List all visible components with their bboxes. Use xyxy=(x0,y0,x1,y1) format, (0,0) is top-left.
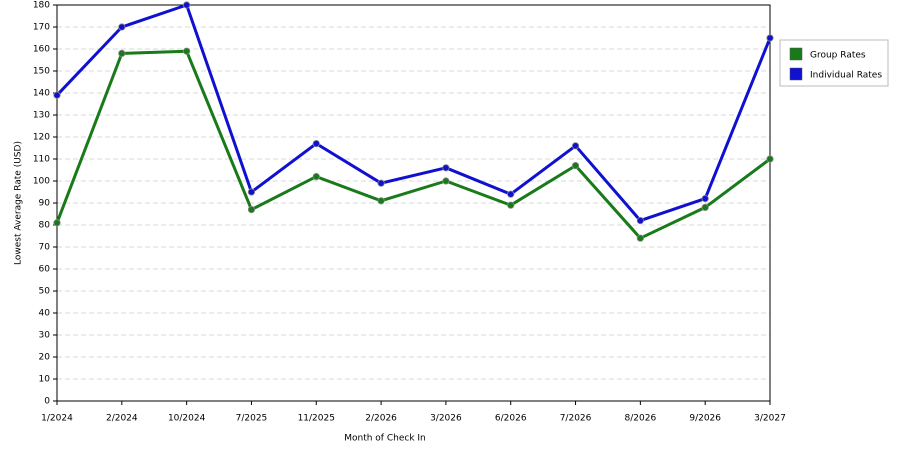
y-tick-label: 40 xyxy=(39,309,51,319)
point xyxy=(53,91,61,99)
x-tick-label: 7/2026 xyxy=(560,414,592,424)
point xyxy=(701,195,709,203)
y-tick-label: 160 xyxy=(33,45,50,55)
x-tick-label: 10/2024 xyxy=(168,414,206,424)
x-tick-label: 1/2024 xyxy=(41,414,73,424)
point xyxy=(247,188,256,196)
point xyxy=(636,217,644,225)
point xyxy=(442,164,450,172)
y-tick-label: 80 xyxy=(39,221,51,231)
point xyxy=(183,47,191,55)
point xyxy=(118,49,126,58)
y-tick-label: 20 xyxy=(39,353,51,363)
point xyxy=(377,179,385,187)
y-tick-label: 100 xyxy=(33,177,50,187)
point xyxy=(766,34,774,42)
y-tick-label: 170 xyxy=(33,23,50,33)
y-tick-label: 90 xyxy=(39,199,51,209)
point xyxy=(183,1,191,9)
legend-swatch xyxy=(789,67,803,81)
x-tick-label: 2/2024 xyxy=(106,414,138,424)
x-axis-label: Month of Check In xyxy=(344,434,426,444)
x-tick-label: 3/2027 xyxy=(754,414,786,424)
x-tick-label: 11/2025 xyxy=(298,414,335,424)
y-tick-label: 130 xyxy=(33,111,50,121)
point xyxy=(571,162,580,170)
series-line xyxy=(55,3,772,223)
point xyxy=(507,190,515,198)
point xyxy=(118,23,126,31)
x-tick-label: 6/2026 xyxy=(495,414,527,424)
y-tick-label: 180 xyxy=(33,1,50,11)
y-tick-label: 140 xyxy=(33,89,50,99)
x-tick-label: 7/2025 xyxy=(236,414,268,424)
point xyxy=(701,203,709,211)
point xyxy=(247,206,256,214)
y-tick-label: 30 xyxy=(39,331,51,341)
x-tick-label: 8/2026 xyxy=(625,414,657,424)
point xyxy=(377,197,385,205)
legend-label: Group Rates xyxy=(810,51,866,61)
point xyxy=(53,219,61,227)
point xyxy=(636,234,644,242)
y-tick-label: 60 xyxy=(39,265,51,275)
y-tick-label: 110 xyxy=(33,155,50,165)
x-tick-label: 9/2026 xyxy=(689,414,721,424)
point xyxy=(571,142,580,150)
y-tick-label: 70 xyxy=(39,243,51,253)
plot-frame xyxy=(56,4,771,402)
point xyxy=(312,173,320,181)
point xyxy=(312,140,320,148)
y-tick-label: 120 xyxy=(33,133,50,143)
y-tick-label: 150 xyxy=(33,67,50,77)
x-tick-label: 3/2026 xyxy=(430,414,462,424)
series-line xyxy=(55,49,771,240)
point xyxy=(442,177,450,185)
y-tick-label: 10 xyxy=(39,375,51,385)
legend-label: Individual Rates xyxy=(810,71,882,81)
x-tick-label: 2/2026 xyxy=(365,414,397,424)
y-tick-label: 50 xyxy=(39,287,51,297)
legend-swatch xyxy=(789,47,803,61)
point xyxy=(507,201,515,209)
y-tick-label: 0 xyxy=(44,397,50,407)
point xyxy=(766,155,774,163)
y-axis-label: Lowest Average Rate (USD) xyxy=(14,141,24,265)
